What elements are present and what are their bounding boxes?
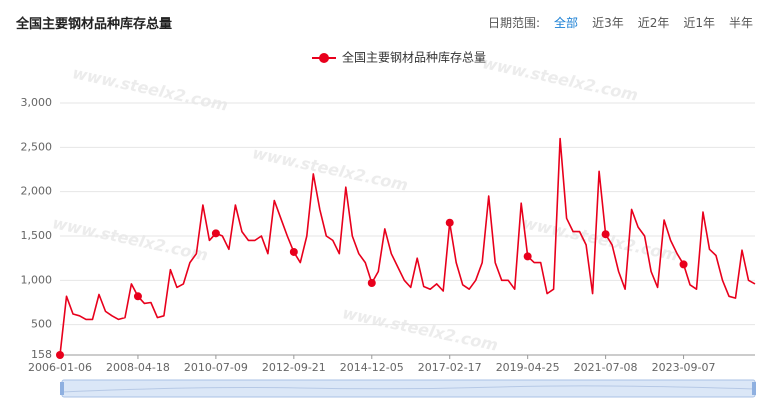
data-point	[523, 252, 532, 261]
x-tick-label: 2023-09-07	[652, 361, 716, 374]
watermark: www.steelx2.com	[71, 63, 230, 115]
data-point	[56, 351, 64, 359]
x-tick-label: 2014-12-05	[340, 361, 404, 374]
legend-marker	[319, 53, 329, 63]
date-range: 日期范围: 全部 近3年 近2年 近1年 半年	[488, 14, 753, 31]
y-tick-label: 158	[31, 348, 52, 361]
x-tick-label: 2012-09-21	[262, 361, 326, 374]
range-button[interactable]: 全部	[554, 16, 579, 30]
watermark: www.steelx2.com	[51, 213, 210, 265]
x-tick-label: 2019-04-25	[496, 361, 560, 374]
data-point	[445, 218, 454, 227]
y-tick-label: 500	[31, 318, 52, 331]
zoom-preview	[61, 385, 756, 393]
series-line	[59, 137, 756, 356]
range-button[interactable]: 半年	[728, 16, 753, 30]
date-range-label: 日期范围:	[488, 16, 541, 30]
y-tick-label: 1,500	[21, 229, 53, 242]
watermark: www.steelx2.com	[481, 53, 640, 105]
y-tick-label: 2,000	[21, 185, 53, 198]
range-button[interactable]: 近1年	[683, 16, 715, 30]
legend-label: 全国主要钢材品种库存总量	[342, 50, 486, 65]
data-point	[679, 260, 688, 269]
x-tick-label: 2008-04-18	[106, 361, 170, 374]
watermark: www.steelx2.com	[341, 303, 500, 355]
range-button[interactable]: 近2年	[637, 16, 670, 30]
watermark: www.steelx2.com	[251, 143, 410, 195]
x-tick-label: 2006-01-06	[28, 361, 92, 374]
data-point	[133, 292, 142, 301]
y-tick-label: 3,000	[21, 96, 53, 109]
y-tick-label: 1,000	[21, 273, 53, 286]
chart-title: 全国主要钢材品种库存总量	[16, 17, 173, 32]
x-tick-label: 2021-07-08	[574, 361, 638, 374]
range-button[interactable]: 近3年	[592, 16, 624, 30]
data-point	[367, 279, 376, 287]
data-point	[211, 229, 220, 238]
zoom-handle-left	[60, 382, 64, 395]
y-tick-label: 2,500	[21, 140, 53, 153]
x-tick-label: 2017-02-17	[418, 361, 482, 374]
watermark: www.steelx2.com	[521, 213, 680, 265]
data-point	[289, 247, 298, 256]
header: 全国主要钢材品种库存总量 日期范围: 全部 近3年 近2年 近1年 半年	[0, 0, 765, 44]
data-point	[601, 230, 610, 239]
zoom-handle-right	[752, 382, 756, 395]
x-tick-label: 2010-07-09	[184, 361, 248, 374]
